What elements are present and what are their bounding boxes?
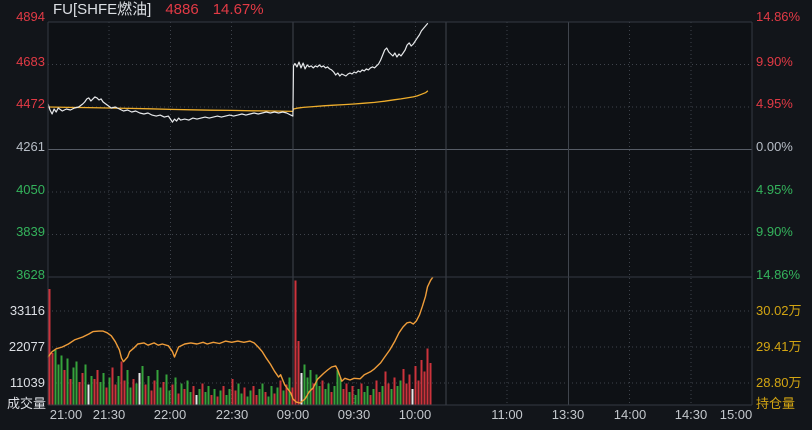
change-percent: 14.67% <box>212 1 264 18</box>
plot-background <box>48 22 752 405</box>
pct-tick-zero: 0.00% <box>756 139 793 154</box>
oi-tick-2941: 29.41万 <box>756 339 802 354</box>
price-tick-4261: 4261 <box>16 139 45 154</box>
time-tick-1330: 13:30 <box>551 407 585 422</box>
price-tick-3628: 3628 <box>16 267 45 282</box>
last-price: 4886 <box>165 1 199 18</box>
time-tick-1400: 14:00 <box>613 407 647 422</box>
price-line <box>47 23 429 123</box>
price-tick-4894: 4894 <box>16 9 45 24</box>
time-tick-2230: 22:30 <box>215 407 249 422</box>
volume-panel-title: 成交量 <box>7 396 47 411</box>
oi-tick-2880: 28.80万 <box>756 375 802 390</box>
price-tick-4472: 4472 <box>16 96 45 111</box>
time-tick-0930: 09:30 <box>337 407 371 422</box>
pct-tick-dn-14: 14.86% <box>756 267 801 282</box>
pct-tick-dn-4: 4.95% <box>756 182 793 197</box>
volume-tick-22077: 22077 <box>8 339 45 354</box>
instrument-name: FU[SHFE燃油] <box>53 1 152 18</box>
time-tick-0900: 09:00 <box>276 407 310 422</box>
pct-tick-dn-9: 9.90% <box>756 224 793 239</box>
oi-tick-3002: 30.02万 <box>756 303 802 318</box>
volume-tick-33116: 33116 <box>9 303 45 318</box>
volume-tick-11039: 11039 <box>9 375 45 390</box>
quote-header: FU[SHFE燃油] 4886 14.67% <box>53 1 264 19</box>
price-tick-4683: 4683 <box>16 54 45 69</box>
time-tick-1500: 15:00 <box>719 407 753 422</box>
pct-tick-up-9: 9.90% <box>756 54 793 69</box>
time-tick-1430: 14:30 <box>674 407 708 422</box>
time-tick-1000: 10:00 <box>398 407 432 422</box>
open-interest-line <box>47 276 434 404</box>
time-tick-1100: 11:00 <box>491 407 523 422</box>
volume-bars <box>48 280 432 405</box>
pct-tick-up-4: 4.95% <box>756 96 793 111</box>
time-tick-2200: 22:00 <box>153 407 187 422</box>
time-tick-2100: 21:00 <box>49 407 83 422</box>
avg-price-line <box>47 90 429 113</box>
oi-panel-title: 持仓量 <box>756 396 796 411</box>
price-tick-3839: 3839 <box>16 224 45 239</box>
price-tick-4050: 4050 <box>16 182 45 197</box>
time-tick-2130: 21:30 <box>92 407 126 422</box>
pct-tick-up-14: 14.86% <box>756 9 801 24</box>
